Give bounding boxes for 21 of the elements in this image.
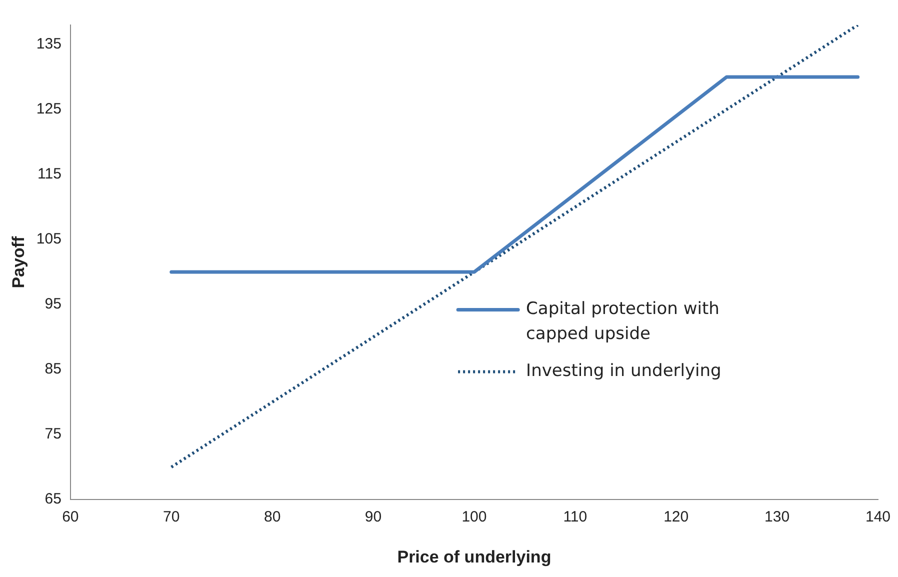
y-axis-title: Payoff (8, 236, 28, 288)
y-tick-label: 75 (44, 426, 62, 443)
x-tick-label: 60 (62, 508, 79, 526)
y-tick-label: 65 (44, 490, 62, 508)
y-tick-label: 105 (36, 230, 62, 248)
legend-label: Capital protection with capped upside (526, 299, 725, 344)
legend-label: Investing in underlying (526, 361, 722, 382)
y-tick-label: 95 (44, 296, 62, 313)
y-tick-label: 135 (36, 36, 62, 53)
x-axis-title: Price of underlying (397, 547, 552, 566)
x-tick-label: 70 (163, 508, 180, 526)
x-tick-label: 90 (364, 508, 382, 526)
y-tick-label: 125 (36, 100, 62, 118)
x-tick-label: 80 (264, 508, 281, 526)
x-tick-label: 100 (462, 508, 487, 526)
x-tick-label: 110 (563, 508, 588, 526)
x-tick-label: 140 (865, 508, 891, 526)
y-tick-label: 115 (38, 166, 62, 183)
x-tick-label: 120 (664, 508, 689, 526)
y-tick-label: 85 (44, 360, 62, 378)
x-tick-label: 130 (764, 508, 790, 526)
